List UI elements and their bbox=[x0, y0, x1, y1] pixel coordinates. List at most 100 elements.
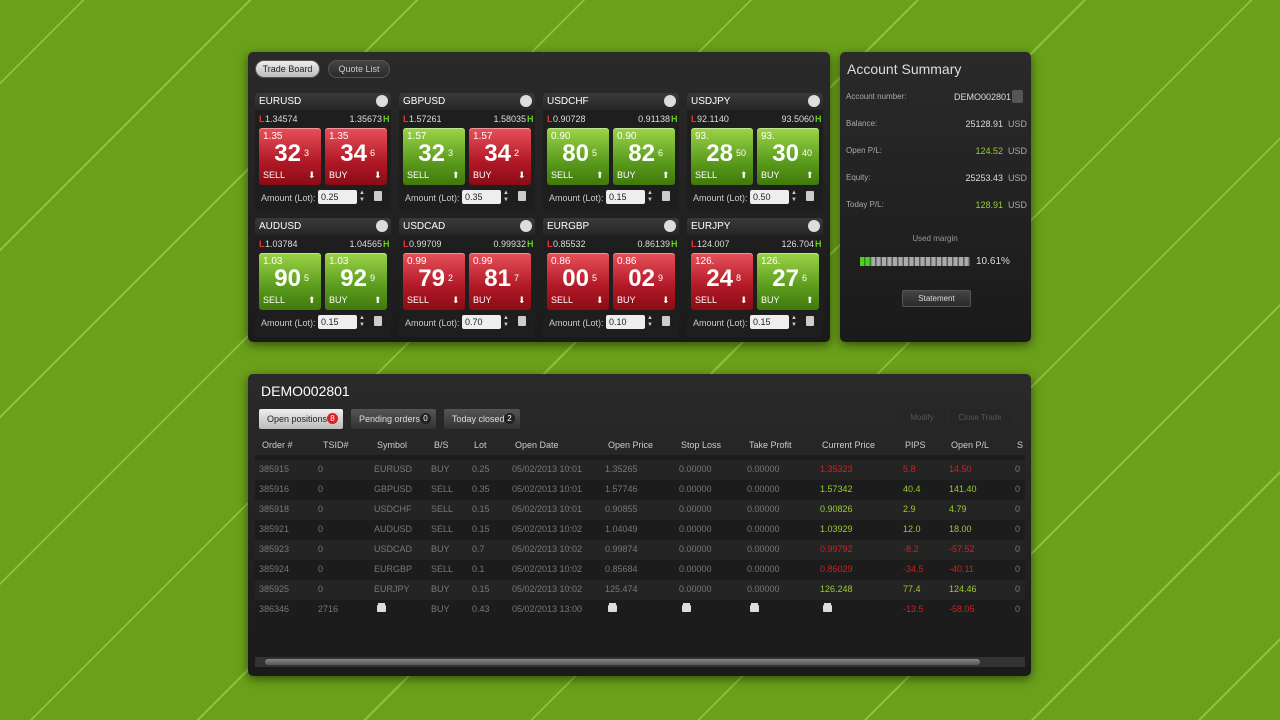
price-big: 30 bbox=[772, 140, 799, 167]
order-icon[interactable] bbox=[806, 316, 814, 326]
dropdown[interactable] bbox=[376, 95, 388, 107]
table-header bbox=[255, 437, 1025, 455]
order-icon[interactable] bbox=[518, 191, 526, 201]
tab-button[interactable]: Trade Board bbox=[255, 60, 320, 78]
amount-input[interactable]: 0.10 bbox=[606, 315, 645, 329]
positions-tab[interactable] bbox=[444, 409, 520, 429]
spinner[interactable]: ▲ ▼ bbox=[359, 315, 365, 328]
table-row[interactable] bbox=[255, 520, 1025, 540]
table-row[interactable] bbox=[255, 600, 1025, 620]
spinner[interactable]: ▲ ▼ bbox=[647, 190, 653, 203]
dropdown[interactable] bbox=[1012, 90, 1023, 103]
price-button[interactable] bbox=[757, 253, 819, 310]
dropdown[interactable] bbox=[520, 95, 532, 107]
action-button[interactable]: Close Trade bbox=[950, 409, 1010, 426]
column-header: Symbol bbox=[377, 440, 408, 450]
table-cell: 05/02/2013 10:02 bbox=[512, 564, 583, 574]
price-big: 82 bbox=[628, 140, 655, 167]
table-row[interactable] bbox=[255, 500, 1025, 520]
table-row[interactable] bbox=[255, 540, 1025, 560]
amount-input[interactable]: 0.15 bbox=[318, 315, 357, 329]
table-cell: 05/02/2013 10:02 bbox=[512, 524, 583, 534]
table-cell: 0 bbox=[1015, 564, 1021, 574]
table-row[interactable] bbox=[255, 460, 1025, 480]
price-button[interactable] bbox=[325, 128, 387, 185]
table-row[interactable] bbox=[255, 580, 1025, 600]
table-cell: 0.00000 bbox=[679, 504, 712, 514]
account-label: Open P/L: bbox=[846, 146, 883, 155]
price-button[interactable] bbox=[469, 253, 531, 310]
amount-input[interactable]: 0.35 bbox=[462, 190, 501, 204]
order-icon[interactable] bbox=[806, 191, 814, 201]
positions-tab[interactable] bbox=[259, 409, 343, 429]
amount-input[interactable]: 0.25 bbox=[318, 190, 357, 204]
statement-button[interactable]: Statement bbox=[902, 290, 971, 307]
trend-arrow: ⬆ bbox=[374, 295, 382, 305]
spinner[interactable]: ▲ ▼ bbox=[791, 315, 797, 328]
side-label: BUY bbox=[329, 170, 348, 180]
spinner[interactable]: ▲ ▼ bbox=[791, 190, 797, 203]
spinner[interactable]: ▲ ▼ bbox=[503, 190, 509, 203]
price-head: 1.03 bbox=[263, 256, 283, 267]
account-unit: USD bbox=[1008, 173, 1028, 183]
table-row[interactable] bbox=[255, 480, 1025, 500]
trend-arrow: ⬇ bbox=[452, 295, 460, 305]
order-icon[interactable] bbox=[662, 191, 670, 201]
table-cell: 0.00000 bbox=[747, 464, 780, 474]
price-button[interactable] bbox=[325, 253, 387, 310]
amount-input[interactable]: 0.50 bbox=[750, 190, 789, 204]
amount-input[interactable]: 0.15 bbox=[606, 190, 645, 204]
low-value: 0.90728 bbox=[553, 114, 586, 124]
dropdown[interactable] bbox=[808, 220, 820, 232]
trend-arrow: ⬆ bbox=[740, 170, 748, 180]
amount-input[interactable]: 0.15 bbox=[750, 315, 789, 329]
price-button[interactable] bbox=[757, 128, 819, 185]
table-cell: 0.1 bbox=[472, 564, 485, 574]
table-cell: 0.00000 bbox=[747, 504, 780, 514]
amount-input[interactable]: 0.70 bbox=[462, 315, 501, 329]
dropdown[interactable] bbox=[808, 95, 820, 107]
order-icon[interactable] bbox=[518, 316, 526, 326]
margin-track bbox=[860, 257, 970, 266]
positions-tab[interactable] bbox=[351, 409, 436, 429]
margin-percent: 10.61% bbox=[976, 256, 1010, 267]
amount-label: Amount (Lot): bbox=[549, 193, 604, 203]
dropdown[interactable] bbox=[664, 220, 676, 232]
table-cell: GBPUSD bbox=[374, 484, 413, 494]
order-icon[interactable] bbox=[374, 191, 382, 201]
table-cell: 18.00 bbox=[949, 524, 972, 534]
dropdown[interactable] bbox=[520, 220, 532, 232]
price-pip: 5 bbox=[592, 273, 598, 283]
order-icon[interactable] bbox=[374, 316, 382, 326]
table-row[interactable] bbox=[255, 560, 1025, 580]
dropdown[interactable] bbox=[376, 220, 388, 232]
price-button[interactable] bbox=[547, 253, 609, 310]
spinner[interactable]: ▲ ▼ bbox=[359, 190, 365, 203]
dropdown[interactable] bbox=[664, 95, 676, 107]
table-cell: USDCHF bbox=[374, 504, 412, 514]
column-header: Current Price bbox=[822, 440, 876, 450]
price-button[interactable] bbox=[547, 128, 609, 185]
low-value: 1.03784 bbox=[265, 239, 298, 249]
price-button[interactable] bbox=[691, 128, 753, 185]
side-label: SELL bbox=[263, 170, 286, 180]
trend-arrow: ⬇ bbox=[308, 170, 316, 180]
spinner[interactable]: ▲ ▼ bbox=[503, 315, 509, 328]
price-pip: 50 bbox=[736, 148, 747, 158]
price-button[interactable] bbox=[259, 253, 321, 310]
price-button[interactable] bbox=[403, 128, 465, 185]
price-button[interactable] bbox=[613, 128, 675, 185]
account-label: Balance: bbox=[846, 119, 878, 128]
order-icon[interactable] bbox=[662, 316, 670, 326]
price-button[interactable] bbox=[691, 253, 753, 310]
positions-title: DEMO002801 bbox=[261, 383, 350, 399]
spinner[interactable]: ▲ ▼ bbox=[647, 315, 653, 328]
price-button[interactable] bbox=[613, 253, 675, 310]
tab-button[interactable]: Quote List bbox=[328, 60, 390, 78]
price-button[interactable] bbox=[469, 128, 531, 185]
action-button[interactable]: Modify bbox=[897, 409, 947, 426]
scroll-thumb[interactable] bbox=[265, 659, 980, 665]
price-button[interactable] bbox=[259, 128, 321, 185]
price-button[interactable] bbox=[403, 253, 465, 310]
side-label: BUY bbox=[617, 295, 636, 305]
